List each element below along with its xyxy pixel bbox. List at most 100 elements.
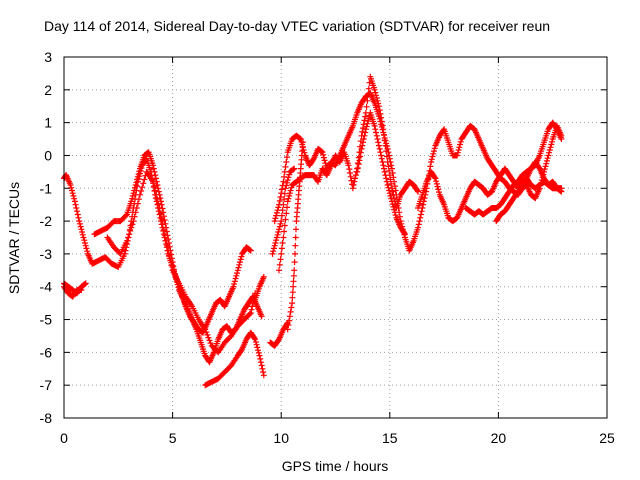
data-point bbox=[362, 113, 369, 120]
data-point bbox=[252, 339, 259, 345]
x-axis-label: GPS time / hours bbox=[282, 458, 389, 474]
data-point bbox=[257, 355, 264, 362]
data-point bbox=[349, 185, 356, 192]
data-point bbox=[290, 283, 297, 290]
data-point bbox=[421, 195, 428, 202]
data-point bbox=[374, 136, 381, 142]
data-point bbox=[257, 359, 264, 366]
data-point bbox=[401, 230, 408, 237]
data-point bbox=[162, 232, 168, 239]
data-point bbox=[236, 259, 243, 266]
data-point bbox=[133, 205, 140, 211]
data-point bbox=[166, 252, 173, 259]
data-point bbox=[354, 168, 361, 175]
data-point bbox=[376, 145, 383, 152]
data-point bbox=[72, 201, 79, 208]
x-tick-label: 20 bbox=[491, 430, 507, 446]
data-point bbox=[253, 341, 260, 348]
data-point bbox=[415, 224, 421, 231]
data-point bbox=[154, 182, 161, 188]
data-point bbox=[250, 300, 256, 307]
data-point bbox=[386, 190, 393, 197]
data-point bbox=[273, 212, 280, 219]
data-point bbox=[320, 154, 327, 161]
data-point bbox=[291, 267, 298, 274]
y-axis-label: SDTVAR / TECUs bbox=[6, 182, 22, 294]
data-point bbox=[402, 231, 408, 238]
data-point bbox=[277, 194, 284, 200]
data-point bbox=[427, 163, 434, 170]
data-point bbox=[429, 153, 436, 160]
data-point bbox=[378, 152, 385, 159]
data-point bbox=[290, 278, 297, 285]
data-point bbox=[73, 205, 80, 211]
grid-lines bbox=[64, 57, 607, 418]
data-point bbox=[234, 270, 240, 277]
data-point bbox=[373, 132, 380, 139]
data-point bbox=[290, 272, 297, 279]
data-point bbox=[278, 250, 285, 257]
data-point bbox=[360, 125, 366, 132]
data-point bbox=[433, 180, 440, 187]
data-point bbox=[238, 253, 245, 260]
data-point bbox=[275, 229, 282, 235]
data-point bbox=[81, 237, 88, 244]
data-point bbox=[454, 149, 461, 156]
data-point bbox=[284, 198, 291, 205]
data-point bbox=[544, 155, 551, 162]
data-point bbox=[431, 148, 437, 155]
data-point bbox=[129, 192, 136, 199]
data-point bbox=[359, 142, 366, 149]
data-point bbox=[430, 150, 437, 157]
data-point bbox=[74, 211, 81, 218]
data-point bbox=[285, 322, 292, 328]
data-point bbox=[283, 159, 290, 165]
data-point bbox=[455, 147, 462, 153]
data-point bbox=[299, 139, 306, 146]
data-point bbox=[155, 200, 162, 207]
data-point bbox=[273, 237, 280, 244]
data-point bbox=[383, 178, 390, 185]
data-point bbox=[383, 153, 390, 160]
data-point bbox=[277, 220, 284, 227]
data-point bbox=[258, 313, 265, 320]
data-point bbox=[276, 226, 282, 233]
data-point bbox=[283, 210, 290, 217]
data-point bbox=[388, 162, 395, 169]
data-point bbox=[150, 162, 157, 169]
data-point bbox=[390, 203, 397, 210]
data-point bbox=[415, 188, 421, 195]
data-point bbox=[255, 349, 262, 356]
data-point bbox=[276, 201, 282, 208]
data-point bbox=[357, 149, 364, 156]
data-point bbox=[69, 187, 75, 194]
data-point bbox=[236, 261, 243, 268]
data-point bbox=[387, 192, 394, 199]
data-point bbox=[371, 122, 378, 129]
data-point bbox=[396, 213, 403, 220]
data-point bbox=[351, 178, 358, 185]
data-point bbox=[364, 97, 371, 104]
data-point bbox=[272, 240, 279, 246]
data-point bbox=[381, 168, 388, 175]
data-point bbox=[280, 234, 287, 241]
data-point bbox=[237, 256, 244, 263]
data-point bbox=[433, 178, 440, 185]
data-point bbox=[417, 211, 424, 218]
data-point bbox=[286, 171, 293, 178]
y-tick-label: -8 bbox=[40, 410, 53, 426]
data-point bbox=[365, 91, 372, 98]
data-point bbox=[371, 86, 378, 93]
data-point bbox=[277, 256, 284, 263]
data-point bbox=[391, 209, 398, 216]
data-point bbox=[271, 245, 277, 252]
data-point bbox=[124, 237, 130, 244]
data-point bbox=[288, 304, 295, 311]
data-point bbox=[134, 176, 141, 183]
data-point bbox=[548, 141, 555, 148]
data-point bbox=[282, 163, 289, 170]
data-point bbox=[543, 157, 550, 164]
data-point bbox=[152, 172, 159, 179]
data-point bbox=[377, 149, 384, 156]
data-point bbox=[378, 118, 385, 125]
